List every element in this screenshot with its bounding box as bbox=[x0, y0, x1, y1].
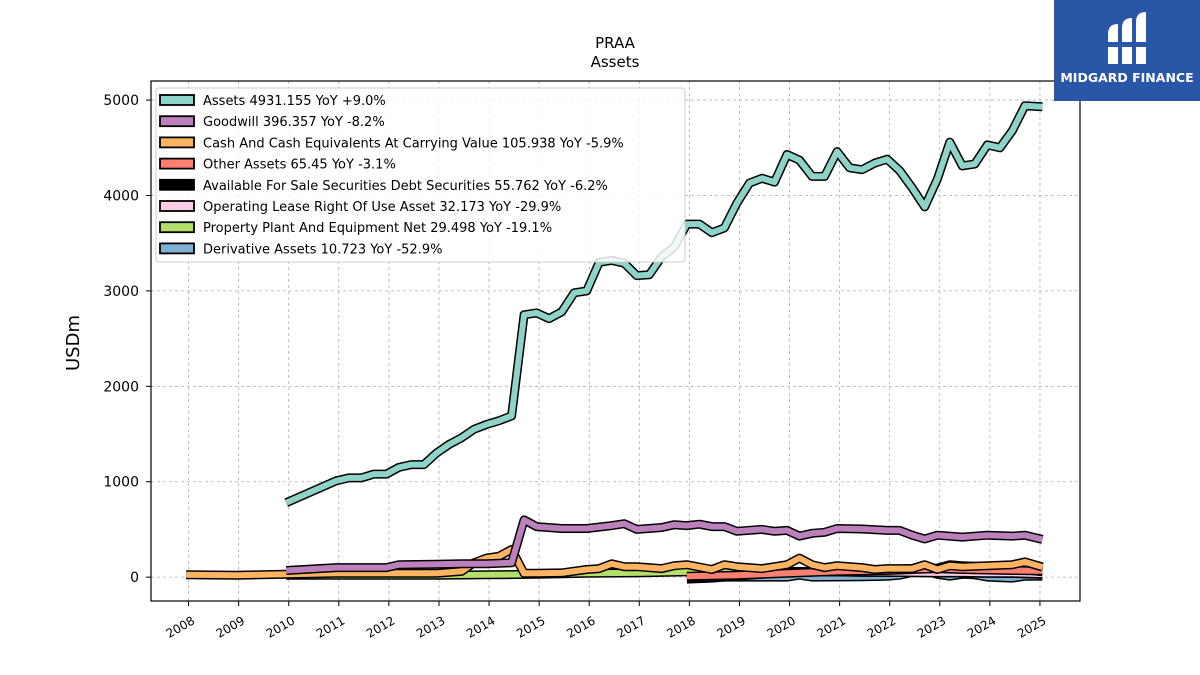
legend-box bbox=[155, 87, 686, 263]
x-tick-label: 2014 bbox=[464, 613, 497, 640]
y-tick-label: 3000 bbox=[103, 284, 139, 300]
y-tick-label: 1000 bbox=[103, 475, 139, 491]
brand-logo: MIDGARD FINANCE bbox=[1054, 0, 1200, 101]
x-tick-label: 2011 bbox=[314, 613, 347, 640]
y-axis-label: USDm bbox=[63, 315, 84, 371]
x-axis: 2008 2009 2010 2011 2012 2013 2014 2015 2016 2017… bbox=[164, 601, 1048, 641]
legend-label: Operating Lease Right Of Use Asset 32.17… bbox=[203, 200, 561, 215]
plot-frame bbox=[150, 80, 1081, 602]
legend: Assets 4931.155 YoY +9.0% Goodwill 396.35… bbox=[155, 87, 686, 263]
legend-swatch bbox=[159, 157, 195, 170]
legend-swatch bbox=[159, 136, 195, 149]
x-tick-label: 2022 bbox=[865, 613, 898, 640]
legend-label: Cash And Cash Equivalents At Carrying Va… bbox=[203, 136, 624, 151]
x-tick-label: 2017 bbox=[614, 613, 647, 640]
x-tick-label: 2008 bbox=[164, 613, 197, 640]
x-tick-label: 2024 bbox=[965, 613, 998, 640]
y-axis: 0 1000 2000 3000 4000 5000 bbox=[103, 93, 151, 586]
legend-swatch bbox=[159, 178, 195, 191]
legend-label: Available For Sale Securities Debt Secur… bbox=[203, 179, 608, 194]
x-tick-label: 2013 bbox=[414, 613, 447, 640]
legend-label: Assets 4931.155 YoY +9.0% bbox=[203, 94, 386, 109]
x-tick-label: 2009 bbox=[214, 613, 247, 640]
legend-swatch bbox=[159, 94, 195, 106]
x-tick-label: 2025 bbox=[1015, 613, 1048, 640]
y-tick-label: 5000 bbox=[103, 93, 139, 109]
y-tick-label: 0 bbox=[130, 570, 139, 586]
legend-label: Property Plant And Equipment Net 29.498 … bbox=[203, 221, 552, 236]
legend-swatch bbox=[159, 115, 195, 128]
x-tick-label: 2019 bbox=[714, 613, 747, 640]
legend-swatch bbox=[159, 200, 195, 212]
x-tick-label: 2015 bbox=[514, 613, 547, 640]
x-tick-label: 2016 bbox=[564, 613, 597, 640]
x-tick-label: 2012 bbox=[364, 613, 397, 640]
y-tick-label: 2000 bbox=[103, 379, 139, 395]
chart-title: PRAA bbox=[595, 34, 636, 52]
y-tick-label: 4000 bbox=[103, 188, 139, 204]
legend-label: Derivative Assets 10.723 YoY -52.9% bbox=[203, 242, 442, 257]
series-goodwill bbox=[285, 515, 1044, 575]
x-tick-label: 2010 bbox=[264, 613, 297, 640]
legend-label: Goodwill 396.357 YoY -8.2% bbox=[203, 115, 385, 130]
brand-name: MIDGARD FINANCE bbox=[1060, 70, 1194, 85]
midgard-logo-icon bbox=[1104, 12, 1150, 64]
legend-swatch bbox=[159, 242, 195, 255]
x-tick-label: 2020 bbox=[765, 613, 798, 640]
legend-swatch bbox=[159, 221, 195, 234]
x-tick-label: 2021 bbox=[815, 613, 848, 640]
chart-subtitle: Assets bbox=[591, 53, 640, 71]
x-tick-label: 2018 bbox=[664, 613, 697, 640]
series-line bbox=[286, 516, 1044, 574]
x-tick-label: 2023 bbox=[915, 613, 948, 640]
legend-label: Other Assets 65.45 YoY -3.1% bbox=[203, 158, 396, 173]
